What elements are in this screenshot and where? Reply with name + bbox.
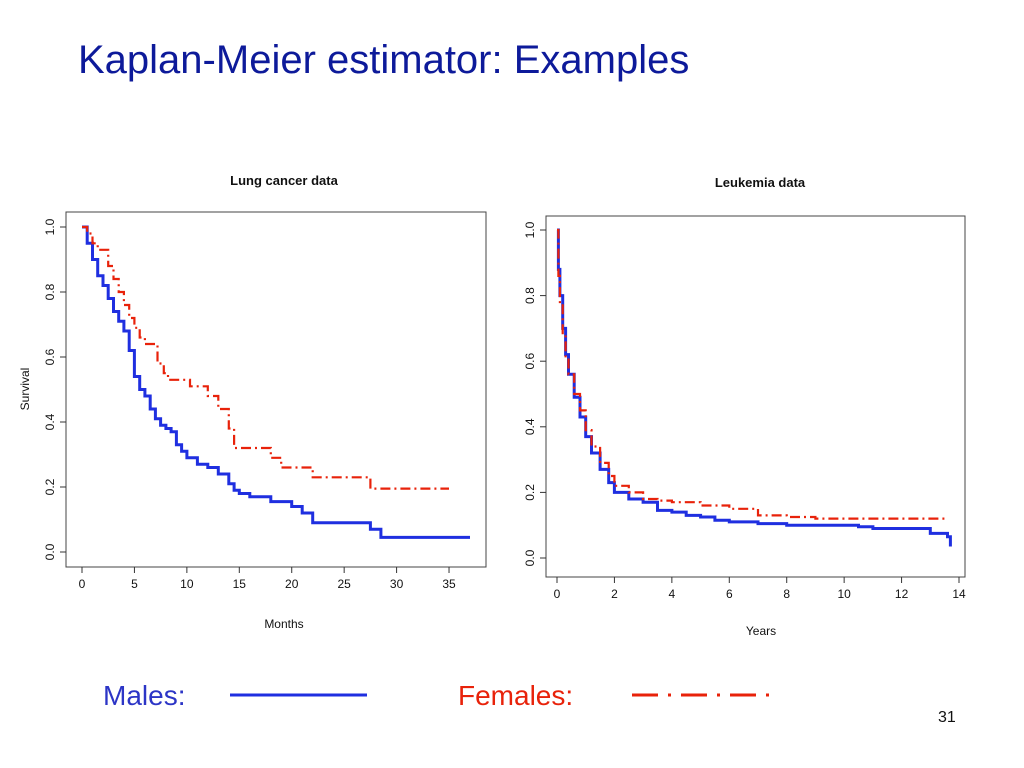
y-tick-label: 0.6 [523, 353, 537, 370]
y-tick-label: 0.0 [523, 549, 537, 566]
x-tick-label: 12 [895, 587, 909, 601]
x-axis-label: Months [264, 617, 303, 631]
x-tick-label: 8 [783, 587, 790, 601]
series-males-line [82, 225, 470, 539]
x-tick-label: 25 [337, 577, 351, 591]
y-tick-label: 0.8 [523, 287, 537, 304]
lung-cancer-chart: Lung cancer data Months Survival 0 5 10 15 2… [18, 173, 487, 631]
x-tick-label: 2 [611, 587, 618, 601]
slide-title: Kaplan-Meier estimator: Examples [78, 38, 690, 82]
y-tick-label: 0.2 [523, 484, 537, 501]
series-females-line [82, 225, 449, 490]
x-axis-label: Years [746, 624, 776, 638]
series-layer [556, 228, 952, 547]
x-tick-label: 35 [442, 577, 456, 591]
y-tick-label: 0.0 [43, 543, 57, 560]
x-tick-label: 10 [180, 577, 194, 591]
page-number: 31 [938, 709, 956, 726]
y-tick-label: 0.4 [43, 413, 57, 430]
x-tick-label: 10 [837, 587, 851, 601]
x-tick-label: 14 [952, 587, 966, 601]
plot-frame [545, 215, 966, 578]
y-tick-label: 0.8 [43, 283, 57, 300]
y-tick-label: 1.0 [523, 221, 537, 238]
leukemia-chart: Leukemia data Years 0 2 4 6 8 10 12 14 0.0 0.2 0.4… [523, 175, 966, 638]
x-tick-label: 6 [726, 587, 733, 601]
plot-frame [65, 211, 487, 568]
x-tick-label: 0 [554, 587, 561, 601]
legend-males-label: Males: [103, 680, 186, 711]
x-tick-label: 0 [79, 577, 86, 591]
y-axis-label: Survival [18, 368, 32, 411]
x-tick-label: 15 [233, 577, 247, 591]
x-tick-label: 30 [390, 577, 404, 591]
legend-males-swatch [230, 693, 367, 697]
series-layer [82, 225, 470, 539]
y-tick-label: 1.0 [43, 218, 57, 235]
legend-females-swatch [632, 693, 770, 697]
axes-ticks: 0 2 4 6 8 10 12 14 0.0 0.2 0.4 0.6 0.8 1.0 [523, 221, 966, 601]
legend-females-label: Females: [458, 680, 574, 711]
chart-title: Lung cancer data [230, 173, 338, 188]
y-tick-label: 0.6 [43, 348, 57, 365]
axes-ticks: 0 5 10 15 20 25 30 35 0.0 0.2 0.4 0.6 0.8 1.0 [43, 218, 456, 591]
chart-title: Leukemia data [715, 175, 806, 190]
y-tick-label: 0.4 [523, 418, 537, 435]
x-tick-label: 20 [285, 577, 299, 591]
x-tick-label: 5 [131, 577, 138, 591]
series-females-line [557, 228, 945, 520]
series-males-line [556, 228, 952, 547]
y-tick-label: 0.2 [43, 478, 57, 495]
x-tick-label: 4 [669, 587, 676, 601]
